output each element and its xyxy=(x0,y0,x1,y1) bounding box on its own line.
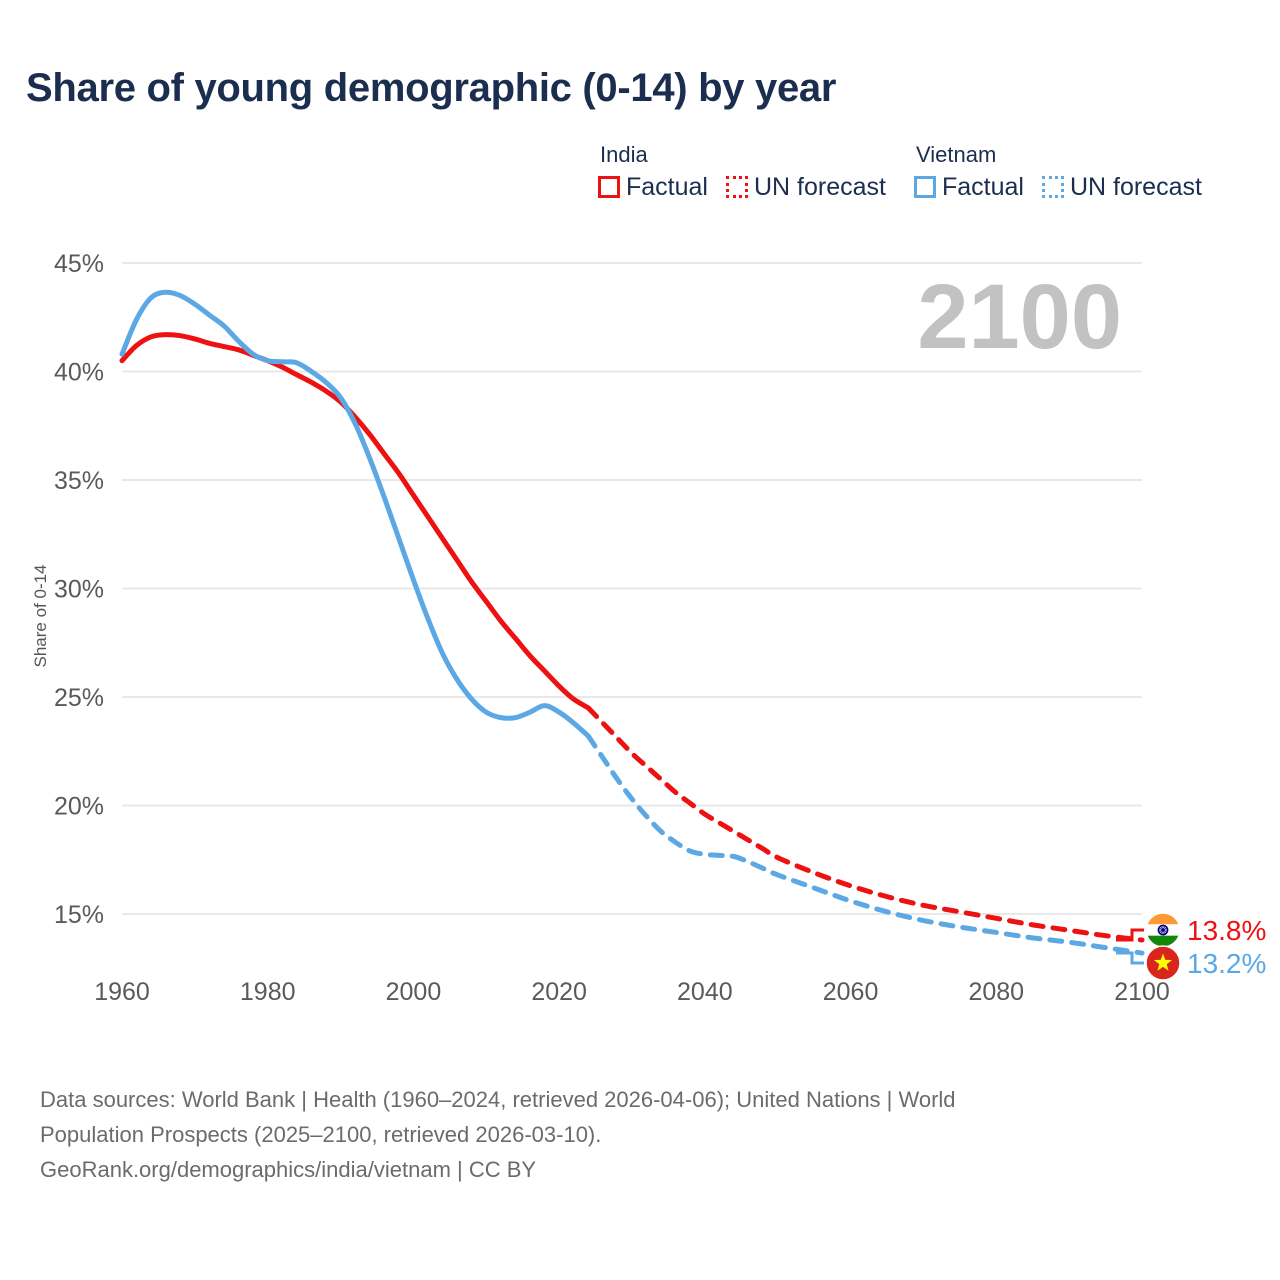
footer-sources: Data sources: World Bank | Health (1960–… xyxy=(40,1082,1230,1187)
x-tick-label: 1980 xyxy=(240,978,296,1006)
x-tick-label: 2000 xyxy=(386,978,442,1006)
legend-item-vietnam-factual[interactable]: Factual xyxy=(913,173,1024,201)
legend-item-vietnam-forecast[interactable]: UN forecast xyxy=(1041,173,1202,201)
footer-line-1: Data sources: World Bank | Health (1960–… xyxy=(40,1087,956,1112)
series-line-india-forecast xyxy=(585,705,1145,943)
y-tick-label: 25% xyxy=(54,684,104,712)
legend-items-india: Factual UN forecast xyxy=(598,174,886,200)
x-tick-label: 1960 xyxy=(94,978,150,1006)
x-tick-label: 2040 xyxy=(677,978,733,1006)
legend-item-india-forecast[interactable]: UN forecast xyxy=(725,173,886,201)
india-flag-icon xyxy=(1145,912,1181,948)
series-line-vietnam-factual xyxy=(119,289,591,739)
legend-swatch-dotted-red-icon xyxy=(725,176,748,198)
legend-items-vietnam: Factual UN forecast xyxy=(913,173,1202,201)
legend-group-india: India Factual UN forecast xyxy=(598,142,886,200)
end-value-vietnam: 13.2% xyxy=(1187,948,1266,979)
y-tick-label: 40% xyxy=(54,359,104,387)
legend-swatch-solid-red-icon xyxy=(598,176,620,198)
end-markers-group: 13.8%13.2% xyxy=(1116,912,1266,981)
legend-item-india-factual[interactable]: Factual xyxy=(598,174,708,200)
legend-swatch-solid-blue-icon xyxy=(913,176,936,198)
legend-country-vietnam: Vietnam xyxy=(915,142,997,167)
x-tick-label: 2060 xyxy=(823,978,879,1006)
y-tick-label: 20% xyxy=(54,793,104,821)
y-axis-ticks: 15% 20% 25% 30% 35% 40% 45% xyxy=(54,250,104,929)
line-chart-svg: 15% 20% 25% 30% 35% 40% 45% 1960 1980 2000 2020 20… xyxy=(31,250,1266,1006)
legend-label-india-factual: Factual xyxy=(626,173,708,201)
legend-swatch-dotted-blue-icon xyxy=(1041,176,1064,198)
legend-label-vietnam-forecast: UN forecast xyxy=(1069,173,1202,201)
legend-label-vietnam-factual: Factual xyxy=(941,173,1024,201)
x-tick-label: 2100 xyxy=(1114,978,1170,1006)
x-tick-label: 2020 xyxy=(531,978,587,1006)
y-tick-label: 15% xyxy=(54,901,104,929)
end-value-india: 13.8% xyxy=(1187,915,1266,946)
footer-line-2: Population Prospects (2025–2100, retriev… xyxy=(40,1122,602,1147)
legend-country-india: India xyxy=(600,142,648,167)
chart-legend: India Factual UN forecast Vietnam Factua… xyxy=(598,142,1202,200)
legend-label-india-forecast: UN forecast xyxy=(753,173,886,201)
watermark-year-label: 2100 xyxy=(917,266,1122,368)
legend-group-vietnam: Vietnam Factual UN forecast xyxy=(913,142,1202,201)
series-line-vietnam-forecast xyxy=(585,733,1145,956)
chart-plot-area: 15% 20% 25% 30% 35% 40% 45% 1960 1980 2000 2020 20… xyxy=(31,250,1266,1006)
data-series-group xyxy=(119,289,1145,956)
end-connector xyxy=(1116,928,1144,942)
y-axis-title: Share of 0-14 xyxy=(31,564,50,667)
y-tick-label: 45% xyxy=(54,250,104,278)
vietnam-flag-icon xyxy=(1145,945,1181,981)
x-axis-ticks: 1960 1980 2000 2020 2040 2060 2080 2100 xyxy=(94,978,1170,1006)
y-tick-label: 35% xyxy=(54,467,104,495)
footer-line-3: GeoRank.org/demographics/india/vietnam |… xyxy=(40,1157,537,1182)
y-tick-label: 30% xyxy=(54,576,104,604)
page-title: Share of young demographic (0-14) by yea… xyxy=(26,66,837,110)
x-tick-label: 2080 xyxy=(968,978,1024,1006)
end-connector xyxy=(1116,951,1144,965)
series-line-india-factual xyxy=(119,332,591,711)
